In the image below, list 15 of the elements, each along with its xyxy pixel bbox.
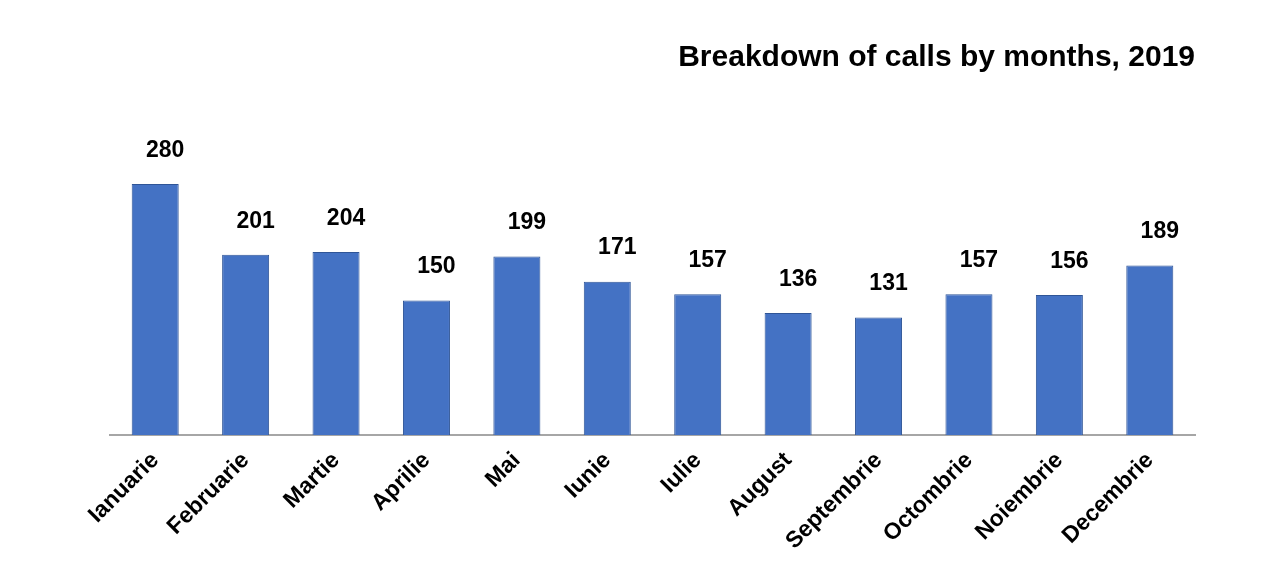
data-label: 150: [417, 252, 456, 279]
data-label: 280: [146, 135, 185, 162]
x-tick-label: Iulie: [654, 446, 706, 498]
data-label: 201: [236, 206, 276, 233]
data-label: 171: [598, 233, 637, 260]
data-label: 131: [869, 269, 908, 296]
chart-title: Breakdown of calls by months, 2019: [678, 39, 1195, 73]
data-label: 156: [1050, 246, 1089, 273]
data-label: 189: [1140, 217, 1179, 244]
data-label: 157: [688, 246, 727, 273]
data-label: 204: [326, 203, 366, 230]
data-label: 157: [959, 246, 999, 273]
x-tick-label: Mai: [479, 446, 525, 492]
data-label: 199: [507, 208, 547, 235]
data-label: 136: [778, 264, 818, 291]
